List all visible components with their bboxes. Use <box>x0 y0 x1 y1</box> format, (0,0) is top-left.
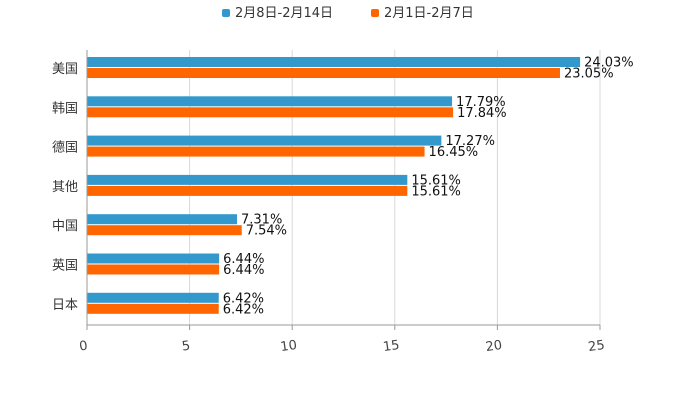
bar-s2-1[interactable] <box>87 68 560 78</box>
data-label-s2-5: 7.54% <box>246 224 287 239</box>
data-label-s1-2: 17.79% <box>456 95 506 110</box>
bar-s2-3[interactable] <box>87 146 425 157</box>
category-label-3: 德国 <box>52 141 78 156</box>
bar-s2-6[interactable] <box>87 264 220 275</box>
x-tick-label-25: 25 <box>587 338 605 355</box>
x-tick-label-0: 0 <box>78 339 88 355</box>
bar-s2-2[interactable] <box>87 107 454 118</box>
category-label-5: 中国 <box>52 219 78 234</box>
data-label-s1-5: 7.31% <box>241 213 282 228</box>
bar-s2-5[interactable] <box>87 225 242 236</box>
bar-s1-2[interactable] <box>87 96 453 107</box>
bar-s1-1[interactable] <box>87 57 581 67</box>
legend-label-1[interactable]: 2月8日-2月14日 <box>235 6 333 21</box>
legend-marker-2 <box>371 9 379 17</box>
x-tick-label-15: 15 <box>382 338 400 355</box>
data-label-s1-4: 15.61% <box>411 173 461 188</box>
data-label-s1-6: 6.44% <box>223 252 264 267</box>
legend-marker-1 <box>222 9 230 17</box>
x-tick-label-20: 20 <box>485 338 503 355</box>
bars <box>87 57 581 314</box>
data-label-s2-3: 16.45% <box>429 145 479 160</box>
x-tick-label-5: 5 <box>181 339 191 355</box>
category-label-1: 美国 <box>52 62 78 77</box>
data-labels: 24.03%23.05% 17.79%17.84% 17.27%16.45% 15.6… <box>223 56 634 318</box>
category-label-6: 英国 <box>52 259 78 274</box>
category-label-7: 日本 <box>52 298 78 313</box>
bar-s1-5[interactable] <box>87 214 238 225</box>
bar-s1-3[interactable] <box>87 135 442 146</box>
data-label-s1-1: 24.03% <box>584 56 634 71</box>
data-label-s2-4: 15.61% <box>411 184 461 199</box>
bar-s1-6[interactable] <box>87 253 220 264</box>
data-label-s2-2: 17.84% <box>457 106 507 121</box>
bar-s2-7[interactable] <box>87 303 219 314</box>
x-tick-label-10: 10 <box>279 338 297 355</box>
bar-s1-4[interactable] <box>87 174 408 185</box>
legend: 2月8日-2月14日 2月1日-2月7日 <box>222 6 474 21</box>
bar-s1-7[interactable] <box>87 292 219 303</box>
data-label-s1-3: 17.27% <box>445 134 495 149</box>
data-label-s1-7: 6.42% <box>223 291 264 306</box>
data-label-s2-1: 23.05% <box>564 67 614 82</box>
category-label-2: 韩国 <box>52 101 78 116</box>
legend-label-2[interactable]: 2月1日-2月7日 <box>384 6 474 21</box>
data-label-s2-6: 6.44% <box>223 263 264 278</box>
bar-s2-4[interactable] <box>87 185 408 196</box>
category-label-4: 其他 <box>52 180 78 195</box>
data-label-s2-7: 6.42% <box>223 302 264 317</box>
